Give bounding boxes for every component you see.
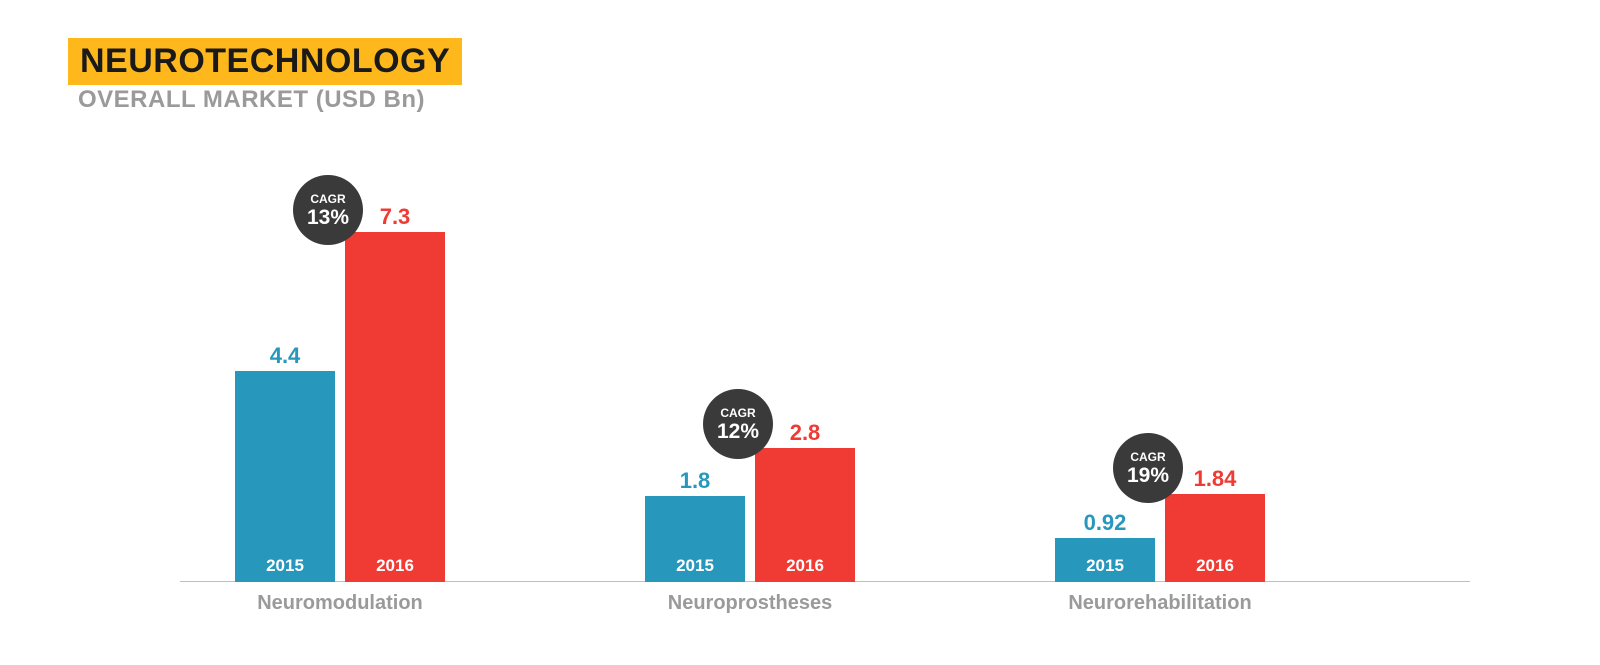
cagr-badge-label: CAGR: [310, 193, 345, 205]
chart-group: 20151.820162.8NeuroprosthesesCAGR12%: [600, 120, 900, 612]
category-label: Neurorehabilitation: [1010, 582, 1310, 615]
cagr-badge: CAGR 12%: [703, 389, 773, 459]
bar-value-label: 1.8: [645, 468, 745, 494]
cagr-badge-label: CAGR: [720, 407, 755, 419]
bar: 20162.8: [755, 448, 855, 582]
bar: 20167.3: [345, 232, 445, 582]
bar: 20154.4: [235, 371, 335, 582]
bar: 20161.84: [1165, 494, 1265, 582]
bar-pair: 20150.9220161.84: [1055, 494, 1265, 582]
category-label: Neuromodulation: [190, 582, 490, 615]
bar: 20151.8: [645, 496, 745, 582]
page-title: NEUROTECHNOLOGY: [68, 38, 462, 85]
category-label: Neuroprostheses: [600, 582, 900, 615]
cagr-badge-value: 13%: [307, 207, 349, 228]
bar: 20150.92: [1055, 538, 1155, 582]
bar-year-label: 2016: [1196, 556, 1234, 576]
bar-year-label: 2016: [376, 556, 414, 576]
cagr-badge-value: 12%: [717, 421, 759, 442]
bar-year-label: 2015: [1086, 556, 1124, 576]
cagr-badge: CAGR 13%: [293, 175, 363, 245]
title-block: NEUROTECHNOLOGY: [68, 38, 462, 85]
page-subtitle: OVERALL MARKET (USD Bn): [78, 86, 425, 114]
cagr-badge-value: 19%: [1127, 465, 1169, 486]
bar-pair: 20154.420167.3: [235, 232, 445, 582]
chart-group: 20150.9220161.84NeurorehabilitationCAGR1…: [1010, 120, 1310, 612]
chart-group: 20154.420167.3NeuromodulationCAGR13%: [190, 120, 490, 612]
cagr-badge: CAGR 19%: [1113, 433, 1183, 503]
bar-year-label: 2015: [676, 556, 714, 576]
page-subtitle-text: OVERALL MARKET (USD Bn): [78, 86, 425, 113]
bar-pair: 20151.820162.8: [645, 448, 855, 582]
market-bar-chart: 20154.420167.3NeuromodulationCAGR13%2015…: [180, 120, 1470, 612]
bar-year-label: 2016: [786, 556, 824, 576]
page-title-text: NEUROTECHNOLOGY: [80, 42, 450, 80]
cagr-badge-label: CAGR: [1130, 451, 1165, 463]
bar-year-label: 2015: [266, 556, 304, 576]
bar-value-label: 0.92: [1055, 510, 1155, 536]
bar-value-label: 4.4: [235, 343, 335, 369]
